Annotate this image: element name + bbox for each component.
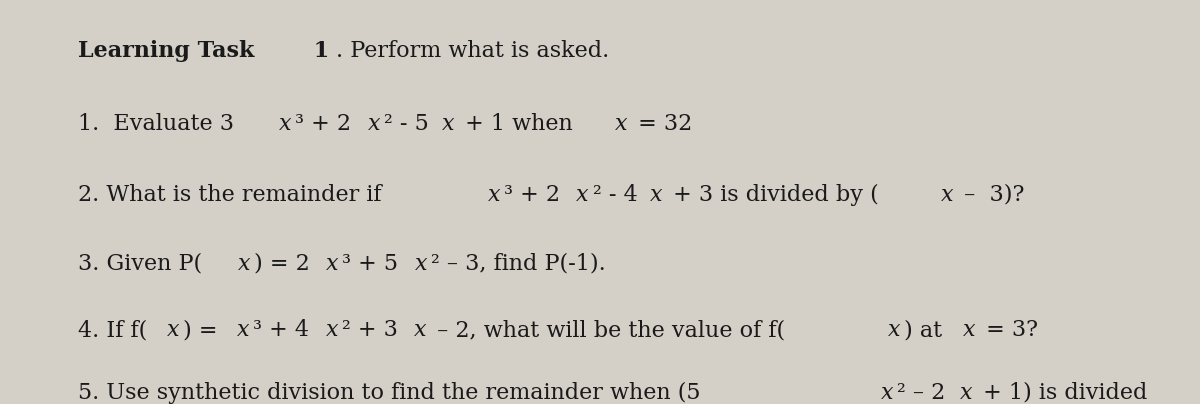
Text: x: x <box>280 113 292 135</box>
Text: 1: 1 <box>306 40 329 62</box>
Text: 1.  Evaluate 3: 1. Evaluate 3 <box>78 113 234 135</box>
Text: x: x <box>888 319 901 341</box>
Text: ) at: ) at <box>905 319 949 341</box>
Text: x: x <box>960 382 972 404</box>
Text: ) =: ) = <box>184 319 226 341</box>
Text: x: x <box>238 252 251 274</box>
Text: x: x <box>576 184 589 206</box>
Text: x: x <box>167 319 180 341</box>
Text: = 3?: = 3? <box>979 319 1038 341</box>
Text: = 32: = 32 <box>631 113 692 135</box>
Text: . Perform what is asked.: . Perform what is asked. <box>336 40 608 62</box>
Text: x: x <box>650 184 662 206</box>
Text: 2. What is the remainder if: 2. What is the remainder if <box>78 184 396 206</box>
Text: ³ + 5: ³ + 5 <box>342 252 398 274</box>
Text: Learning Task: Learning Task <box>78 40 254 62</box>
Text: ³ + 2: ³ + 2 <box>295 113 352 135</box>
Text: –  3)?: – 3)? <box>958 184 1025 206</box>
Text: x: x <box>367 113 380 135</box>
Text: ) = 2: ) = 2 <box>254 252 310 274</box>
Text: ² – 3, find P(-1).: ² – 3, find P(-1). <box>431 252 606 274</box>
Text: ³ + 2: ³ + 2 <box>504 184 560 206</box>
Text: x: x <box>962 319 976 341</box>
Text: – 2, what will be the value of f(: – 2, what will be the value of f( <box>430 319 785 341</box>
Text: x: x <box>238 319 250 341</box>
Text: 5. Use synthetic division to find the remainder when (5: 5. Use synthetic division to find the re… <box>78 382 701 404</box>
Text: x: x <box>488 184 500 206</box>
Text: 3. Given P(: 3. Given P( <box>78 252 202 274</box>
Text: 4. If f(: 4. If f( <box>78 319 148 341</box>
Text: ³ + 4: ³ + 4 <box>253 319 310 341</box>
Text: x: x <box>881 382 894 404</box>
Text: ² - 4: ² - 4 <box>593 184 637 206</box>
Text: + 1 when: + 1 when <box>457 113 580 135</box>
Text: x: x <box>614 113 628 135</box>
Text: x: x <box>415 252 427 274</box>
Text: ² + 3: ² + 3 <box>342 319 397 341</box>
Text: x: x <box>442 113 454 135</box>
Text: x: x <box>326 252 338 274</box>
Text: + 1) is divided: + 1) is divided <box>976 382 1147 404</box>
Text: ² – 2: ² – 2 <box>898 382 946 404</box>
Text: + 3 is divided by (: + 3 is divided by ( <box>666 184 880 206</box>
Text: x: x <box>414 319 426 341</box>
Text: x: x <box>325 319 338 341</box>
Text: x: x <box>941 184 954 206</box>
Text: ² - 5: ² - 5 <box>384 113 428 135</box>
